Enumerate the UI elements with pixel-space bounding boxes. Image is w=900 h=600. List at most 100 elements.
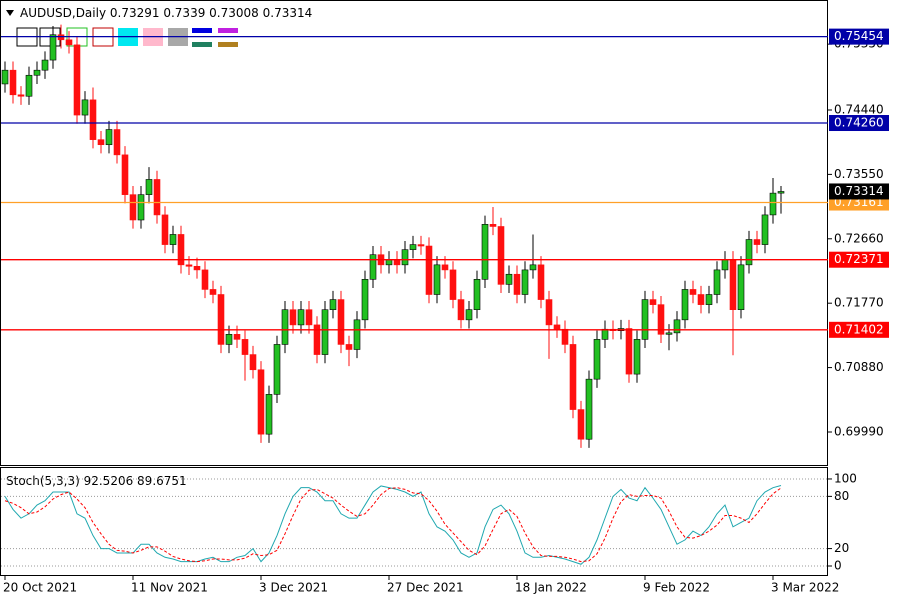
candle-body [521,269,529,295]
candle-body [73,44,81,116]
candle-body [625,328,633,375]
candle-body [545,299,553,326]
candle-body [465,309,473,321]
candle-body [577,409,585,440]
high-value: 0.7339 [163,6,205,20]
candle-body [273,344,281,395]
candle-body [737,264,745,311]
level-label-box [829,115,889,132]
candle-body [185,264,193,267]
candle-body [329,299,337,311]
candle-body [497,226,505,285]
candle-body [233,334,241,340]
candle-body [369,254,377,280]
level-label-box [829,321,889,338]
level-label: 0.72371 [834,252,884,266]
candle-body [249,354,257,371]
candle-body [689,289,697,295]
candle-body [121,154,129,195]
candle-body [361,279,369,321]
candle-body [601,328,609,340]
candle-body [649,299,657,305]
candle-body [777,191,785,194]
x-tick-label: 9 Feb 2022 [643,581,710,595]
price-label-box [829,183,889,200]
candle-body [473,279,481,311]
candle-body [729,259,737,311]
candle-body [105,129,113,146]
candle-body [217,294,225,345]
x-tick-label: 18 Jan 2022 [515,581,587,595]
indicator-name: Stoch(5,3,3) [6,474,80,488]
candle-body [721,259,729,271]
y-tick-label: 0.71770 [834,296,884,310]
main-panel [0,0,828,466]
box [192,42,212,47]
y-tick-label: 0.70880 [834,360,884,374]
candle-body [49,34,57,61]
level-label: 0.75454 [834,29,884,43]
y-tick-label: 0.73550 [834,167,884,181]
candle-body [345,344,353,350]
indicator-header: Stoch(5,3,3) 92.5206 89.6751 [6,474,187,488]
candle-body [657,304,665,335]
candle-body [441,264,449,271]
candle-body [417,244,425,247]
candle-body [297,309,305,326]
candle-body [409,244,417,250]
candle-body [481,224,489,280]
candle-body [505,273,513,285]
candle-body [193,265,201,271]
chart-header: AUDUSD,Daily 0.73291 0.7339 0.73008 0.73… [20,6,312,20]
candle-body [337,299,345,345]
y-tick-label: 0.74440 [834,102,884,116]
candle-body [313,324,321,355]
level-label-box [829,28,889,45]
candle-body [17,94,25,97]
candle-body [65,39,73,46]
symbol: AUDUSD,Daily [20,6,106,20]
candle-body [177,234,185,266]
candle-body [433,264,441,295]
candle-body [137,194,145,221]
d-value: 89.6751 [137,474,187,488]
box [218,42,238,47]
candle-body [697,294,705,305]
level-label: 0.74260 [834,116,884,130]
candle-body [305,309,313,326]
candle-body [641,299,649,340]
candle-body [169,234,177,245]
candle-body [289,309,297,326]
candle-body [153,179,161,216]
candle-body [745,239,753,266]
candle-body [257,369,265,435]
candle-body [201,269,209,290]
candle-body [761,214,769,245]
candle-body [401,249,409,266]
candle-body [593,339,601,380]
candle-body [753,239,761,245]
candle-body [425,245,433,295]
candle-body [561,328,569,345]
candle-body [113,129,121,156]
candle-body [385,259,393,266]
x-tick-label: 3 Mar 2022 [771,581,839,595]
candle-body [1,69,9,85]
open-value: 0.73291 [110,6,160,20]
candle-body [513,273,521,295]
candle-body [665,332,673,335]
candle-body [161,214,169,245]
x-tick-label: 20 Oct 2021 [3,581,77,595]
candle-body [57,34,65,41]
candle-body [713,269,721,295]
box [192,28,212,33]
candle-body [281,309,289,345]
y-tick-label: 0 [834,558,842,572]
low-value: 0.73008 [209,6,259,20]
candle-body [129,194,137,221]
candle-body [569,344,577,410]
collapse-arrow[interactable] [6,10,14,16]
candle-body [449,269,457,300]
candle-body [537,264,545,300]
